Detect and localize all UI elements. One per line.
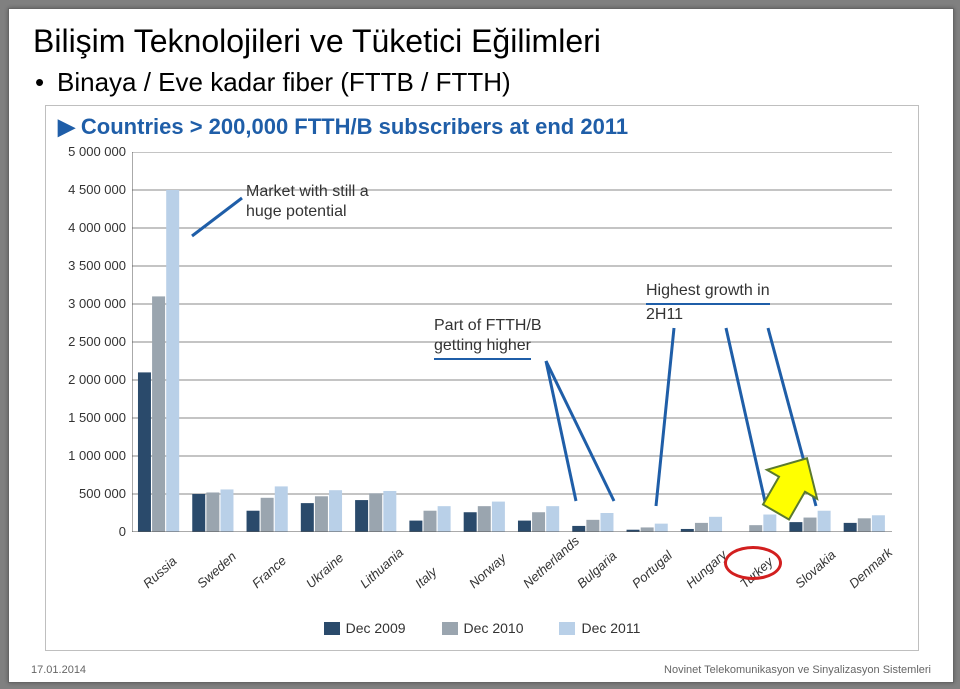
annotation-market-potential: Market with still a huge potential <box>246 182 369 222</box>
bar <box>478 506 491 532</box>
bar <box>858 518 871 532</box>
legend-swatch <box>324 622 340 635</box>
x-label: Portugal <box>629 548 675 592</box>
bar <box>438 506 451 532</box>
x-label: Bulgaria <box>574 548 619 591</box>
footer-company: Novinet Telekomunikasyon ve Sinyalizasyo… <box>664 664 931 676</box>
x-label: Russia <box>140 553 180 591</box>
x-label: Italy <box>412 564 440 591</box>
x-label: Ukraine <box>303 550 346 591</box>
y-tick: 2 500 000 <box>46 334 126 349</box>
x-label: Denmark <box>846 545 895 591</box>
bar <box>492 502 505 532</box>
bar <box>369 493 382 532</box>
bar <box>301 503 314 532</box>
y-tick: 4 500 000 <box>46 182 126 197</box>
bar <box>424 511 437 532</box>
y-tick: 500 000 <box>46 486 126 501</box>
bar <box>532 512 545 532</box>
bar <box>206 492 219 532</box>
x-label: Sweden <box>194 549 239 592</box>
bar <box>518 521 531 532</box>
annotation-ftth-share: Part of FTTH/B getting higher <box>434 316 542 360</box>
bar <box>872 515 885 532</box>
y-tick: 3 500 000 <box>46 258 126 273</box>
x-label: Norway <box>466 551 509 592</box>
y-tick: 1 500 000 <box>46 410 126 425</box>
slide-bullet: Binaya / Eve kadar fiber (FTTB / FTTH) <box>57 67 511 98</box>
slide-title: Bilişim Teknolojileri ve Tüketici Eğilim… <box>33 23 601 60</box>
bar <box>709 517 722 532</box>
chart-container: ▶Countries > 200,000 FTTH/B subscribers … <box>45 105 919 651</box>
bar <box>546 506 559 532</box>
bar <box>329 490 342 532</box>
bar <box>695 523 708 532</box>
y-tick: 2 000 000 <box>46 372 126 387</box>
bar <box>261 498 274 532</box>
x-label: Lithuania <box>357 545 406 591</box>
bar <box>749 525 762 532</box>
bar <box>166 190 179 532</box>
triangle-icon: ▶ <box>58 114 75 139</box>
chart-title-text: Countries > 200,000 FTTH/B subscribers a… <box>81 114 628 139</box>
legend-swatch <box>559 622 575 635</box>
bar <box>383 491 396 532</box>
bar <box>247 511 260 532</box>
x-label: Slovakia <box>792 547 839 591</box>
legend-item: Dec 2011 <box>559 620 640 636</box>
y-tick: 0 <box>46 524 126 539</box>
bar <box>192 494 205 532</box>
bar <box>464 512 477 532</box>
legend-item: Dec 2009 <box>324 620 406 636</box>
bar <box>220 489 233 532</box>
bar <box>138 372 151 532</box>
bar <box>152 296 165 532</box>
bar <box>844 523 857 532</box>
bar <box>586 520 599 532</box>
x-label: France <box>249 553 289 591</box>
bar <box>409 521 422 532</box>
bar <box>600 513 613 532</box>
bar <box>315 496 328 532</box>
y-tick: 4 000 000 <box>46 220 126 235</box>
slide: Bilişim Teknolojileri ve Tüketici Eğilim… <box>8 8 954 683</box>
y-tick: 1 000 000 <box>46 448 126 463</box>
highlight-arrow-icon <box>756 446 826 526</box>
x-label: Hungary <box>683 547 730 591</box>
legend-item: Dec 2010 <box>442 620 524 636</box>
annotation-highest-growth: Highest growth in 2H11 <box>646 281 770 325</box>
chart-title: ▶Countries > 200,000 FTTH/B subscribers … <box>58 114 628 140</box>
bar <box>355 500 368 532</box>
bar <box>655 524 668 532</box>
legend: Dec 2009 Dec 2010 Dec 2011 <box>46 620 918 636</box>
bar <box>275 486 288 532</box>
legend-swatch <box>442 622 458 635</box>
y-tick: 3 000 000 <box>46 296 126 311</box>
y-tick: 5 000 000 <box>46 144 126 159</box>
highlight-circle <box>724 546 782 580</box>
x-label: Netherlands <box>520 533 582 591</box>
footer-date: 17.01.2014 <box>31 664 86 676</box>
